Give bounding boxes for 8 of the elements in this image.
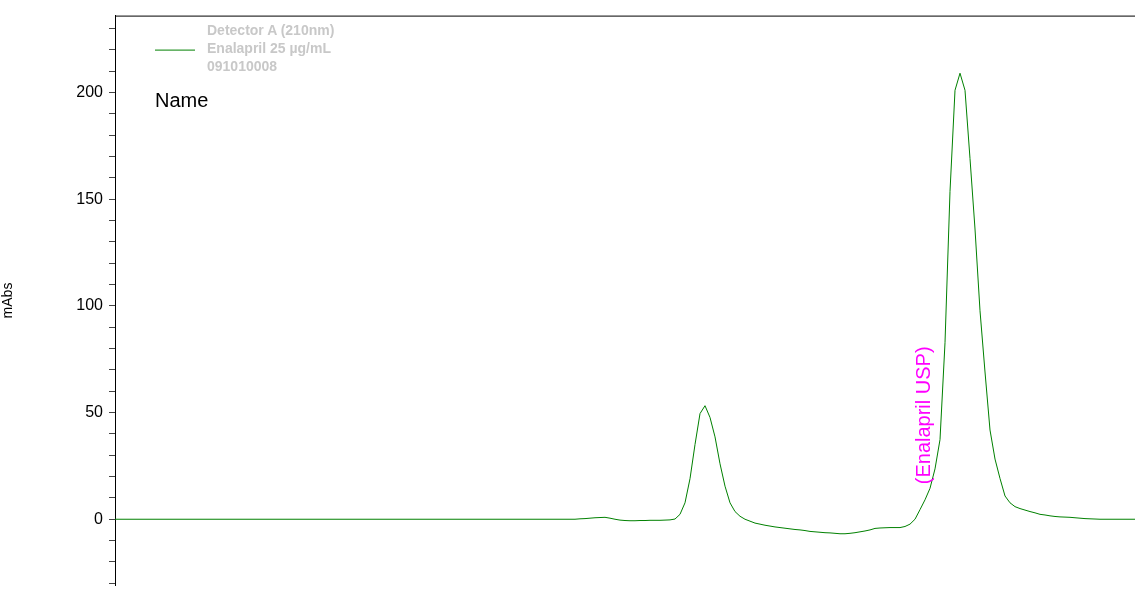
y-tick-label: 50 xyxy=(85,402,104,420)
annotation: (Enalapril USP) xyxy=(911,346,934,485)
annotation: Name xyxy=(155,89,209,112)
y-axis-title: mAbs xyxy=(0,282,16,319)
y-tick-label: 150 xyxy=(76,189,104,207)
y-tick-label: 100 xyxy=(76,296,104,314)
y-tick-label: 0 xyxy=(94,509,104,527)
y-tick-label: 200 xyxy=(76,82,104,100)
